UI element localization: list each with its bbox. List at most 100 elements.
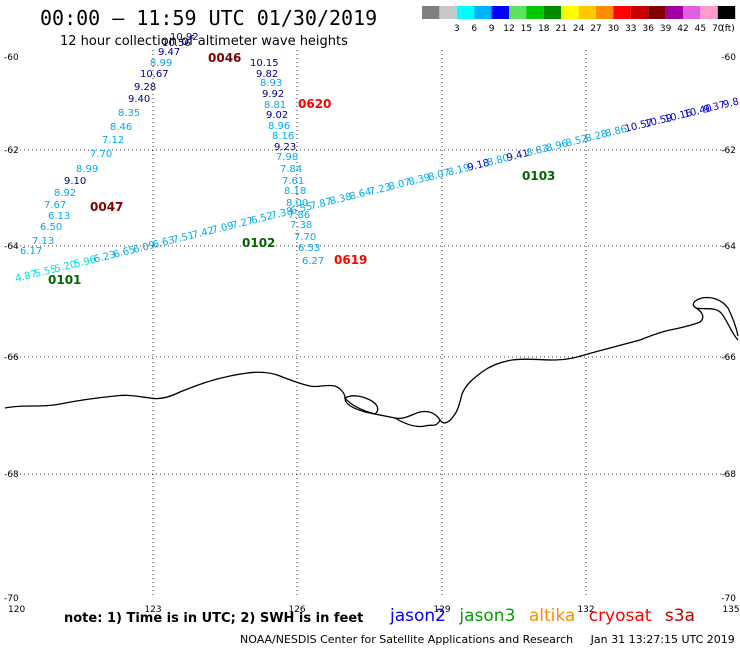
wave-height-value: 7.84: [280, 164, 302, 175]
legend-swatch: [700, 6, 718, 19]
legend-label: 36: [642, 24, 654, 34]
legend-label: 42: [677, 24, 688, 34]
wave-height-value: 8.07: [427, 167, 451, 183]
satellite-jason2: jason2: [390, 606, 446, 626]
wave-height-value: 7.61: [282, 176, 304, 187]
legend-label: 30: [608, 24, 620, 34]
wave-height-value: 6.27: [302, 256, 324, 267]
wave-height-value: 6.09: [132, 240, 156, 256]
legend-swatch: [561, 6, 579, 19]
y-tick-label: -68: [4, 470, 19, 480]
legend-swatch: [543, 6, 562, 19]
satellite-cryosat: cryosat: [588, 606, 652, 626]
wave-height-value: 9.18: [466, 158, 490, 174]
wave-height-value: 8.00: [286, 198, 308, 209]
wave-height-value: 10.56: [162, 38, 191, 49]
wave-height-value: 9.82: [256, 69, 278, 80]
coastline-bay: [394, 417, 441, 428]
legend-swatch: [596, 6, 614, 19]
wave-height-value: 6.53: [298, 243, 320, 254]
satellite-s3a: s3a: [664, 606, 695, 626]
wave-height-value: 8.38: [329, 192, 353, 208]
legend-label: 9: [489, 24, 495, 34]
wave-height-value: 8.28: [584, 129, 608, 145]
wave-height-value: 7.09: [211, 221, 235, 237]
x-tick-label: 126: [288, 605, 305, 615]
legend-swatch: [648, 6, 666, 19]
wave-height-value: 8.19: [447, 163, 471, 179]
wave-height-value: 8.81: [264, 100, 286, 111]
legend-swatch: [578, 6, 596, 19]
wave-height-value: 8.18: [284, 186, 306, 197]
wave-height-value: 8.99: [76, 164, 98, 175]
wave-height-value: 7.12: [102, 135, 124, 146]
wave-height-value: 8.80: [486, 153, 510, 169]
satellite-legend: jason2 jason3 altika cryosat s3a: [390, 606, 703, 626]
wave-height-value: 10.67: [140, 69, 169, 80]
x-tick-label: 120: [8, 605, 25, 615]
coastline-east-cape: [695, 307, 739, 341]
wave-height-value: 7.38: [290, 220, 312, 231]
wave-height-value: 7.67: [44, 200, 66, 211]
wave-height-value: 8.46: [110, 122, 132, 133]
legend-swatch: [456, 6, 475, 19]
wave-height-value: 8.07: [388, 177, 412, 193]
legend-swatch: [613, 6, 631, 19]
lat-lon-grid: [8, 50, 731, 598]
legend-label: 45: [695, 24, 706, 34]
wave-height-value: 7.23: [368, 182, 392, 198]
x-tick-label: 129: [433, 605, 450, 615]
track-time-label: 0620: [298, 97, 331, 111]
wave-height-value: 8.52: [565, 134, 589, 150]
wave-height-value: 8.39: [407, 172, 431, 188]
wave-height-value: 9.02: [266, 110, 288, 121]
track-time-label: 0102: [242, 236, 275, 250]
wave-height-value: 6.50: [40, 222, 62, 233]
legend-label: 6: [471, 24, 477, 34]
legend-label: 18: [538, 24, 550, 34]
legend-label: 70: [712, 24, 724, 34]
y-tick-label: -62: [4, 146, 19, 156]
legend-swatch: [683, 6, 701, 19]
legend-label: 3: [454, 24, 460, 34]
wave-height-value: 9.37: [702, 100, 726, 116]
wave-height-value: 9.40: [128, 94, 150, 105]
satellite-jason3: jason3: [459, 606, 516, 626]
wave-height-value: 7.98: [276, 152, 298, 163]
axis-ticks: 120 123 126 129 132 135 -60 -60 -62 -62 -64 -64 -66 -…: [4, 53, 740, 615]
y-tick-label-right: -64: [721, 242, 736, 252]
legend-label: 27: [590, 24, 601, 34]
y-tick-label-right: -66: [721, 353, 736, 363]
legend-swatch: [422, 6, 440, 19]
wave-height-value: 9.41: [506, 148, 530, 164]
map-title: 00:00 – 11:59 UTC 01/30/2019: [40, 6, 378, 30]
wave-height-value: 8.64: [348, 187, 372, 203]
credit-text: NOAA/NESDIS Center for Satellite Applica…: [240, 633, 574, 646]
y-tick-label: -60: [4, 53, 19, 63]
altimeter-tracks: 4.875.555.205.966.236.656.096.637.517.42…: [14, 32, 740, 287]
antarctic-coastline: [4, 296, 739, 424]
legend-swatch: [717, 6, 736, 19]
wave-height-value: 7.87: [309, 196, 333, 212]
wave-height-value: 6.17: [20, 246, 42, 257]
legend-label: 15: [521, 24, 532, 34]
wave-height-value: 9.23: [274, 142, 296, 153]
wave-height-value: 8.16: [272, 131, 294, 142]
track-time-label: 0103: [522, 169, 555, 183]
satellite-altika: altika: [528, 606, 576, 626]
y-tick-label-right: -60: [721, 53, 736, 63]
x-tick-label: 135: [722, 605, 739, 615]
x-tick-label: 123: [144, 605, 161, 615]
wave-height-value: 5.55: [34, 264, 58, 280]
wave-height-value: 8.96: [268, 121, 290, 132]
wave-height-value: 9.47: [158, 47, 180, 58]
wave-height-value: 6.55: [289, 201, 313, 217]
wave-height-value: 6.23: [93, 250, 117, 266]
legend-swatch: [665, 6, 683, 19]
y-tick-label: -64: [4, 242, 19, 252]
legend-swatch: [491, 6, 509, 19]
track-time-label: 0046: [208, 51, 241, 65]
wave-height-value: 8.96: [545, 138, 569, 154]
y-tick-label-right: -70: [721, 594, 736, 604]
color-legend: 3 6 9 12 15 18 21 24 27 30 33 36 39 42 45 70(ft): [422, 6, 736, 34]
